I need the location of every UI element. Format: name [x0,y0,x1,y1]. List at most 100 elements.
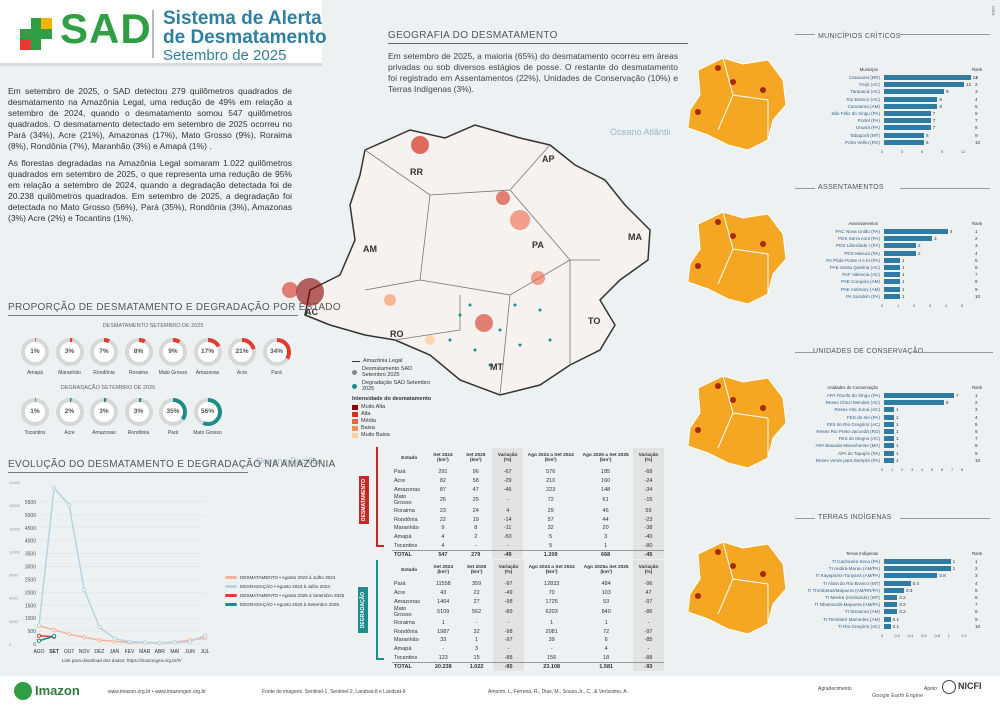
intro-paragraph-2: As florestas degradadas na Amazônia Lega… [8,158,292,223]
ranking-bar [884,616,891,622]
series-point [67,503,72,508]
ranking-bar [884,229,948,234]
ranking-title: TERRAS INDÍGENAS [818,514,892,521]
table-cell: 24 [472,507,479,514]
ranking-item-label: FES do Iriri (PA) [846,414,880,420]
ranking-item-label: Porto Velho (RO) [845,139,880,145]
ranking-axis-tick: 1 [891,467,894,472]
table-cell: 291 [438,469,448,476]
ranking-bar-value: 1 [896,457,899,463]
ranking-rank: 4 [975,250,978,256]
ranking-bar [884,236,932,242]
donut-value: 3% [64,348,75,355]
table-cell: 23 [439,507,446,514]
degr-table-label: DEGRADAÇÃO [358,587,368,633]
table-total-cell: 547 [426,549,460,560]
mini-map-shape [687,541,787,635]
table-cell: -40 [632,532,664,542]
mini-map-hotspot [715,383,721,389]
mini-map-hotspot [760,571,766,577]
table-cell: -97 [493,580,524,589]
ranking-bar [884,407,894,413]
ranking-mini-map [687,57,787,151]
ranking-col-right: Rank [972,551,983,556]
ranking-item-label: Resex Chico Mendes (AC) [825,400,880,406]
ranking-bar [884,429,894,434]
table-row: Pará 291 96 -67 576 185 -68 [392,468,664,477]
x-tick: DEZ [94,649,104,655]
donut-value: 17% [200,348,214,355]
ranking-bar [884,595,898,600]
ranking-rank: 10 [975,293,981,299]
ranking-bar-value: 0.2 [899,609,906,615]
corner-code: ISSN [991,6,996,16]
degr-donut-caption: DEGRADAÇÃO SETEMBRO DE 2025 [60,385,156,391]
ranking-col-left: Assentamentos [848,221,878,226]
ranking-bar [884,111,931,116]
imazon-brand: Imazon [35,683,80,698]
ranking-col-left: Unidades de Conservação [827,385,878,390]
ranking-item-label: TI Kayapó/ex-Tunyaná (AM/PA) [815,573,880,579]
donut-arc [55,338,84,366]
desm-donut-caption: DESMATAMENTO SETEMBRO DE 2025 [102,323,204,329]
table-cell: 96 [472,469,479,476]
state-label-mt: MT [490,362,503,372]
ranking-rank: 10 [975,139,981,145]
ranking-bar [884,443,894,449]
ranking-bar [884,573,938,579]
table-header-cell: Ago 2024 a Set 2024 (km²) [527,453,574,463]
ranking-rank: 7 [975,118,978,124]
y-left-tick: 0 [33,642,36,648]
ranking-bar [884,609,898,615]
footer-sites[interactable]: www.imazon.org.br • www.imazongeo.org.br [108,689,206,695]
mini-map-hotspot [715,65,721,71]
ranking-bar-value: 0.8 [939,573,946,579]
table-cell: 72 [547,497,554,504]
intensity-swatch [352,404,358,410]
table-header-cell: Ago 2024 a Set 2024 (km²) [528,565,575,575]
donut-value: 1% [30,348,40,355]
ranking-axis-tick: 0 [881,633,884,638]
table-cell: 19 [472,516,479,523]
ranking-rank: 4 [975,414,978,420]
ranking-item-label: PA Pôde Ponte II e III (PA) [826,257,880,263]
ranking-bar [884,623,891,629]
ranking-item-label: Portel (PA) [857,118,880,124]
mini-map-hotspot [730,397,736,403]
ranking-rank: 10 [975,623,981,629]
table-cell: - [550,646,553,653]
intro-text: Em setembro de 2025, o SAD detectou 279 … [8,86,292,230]
ranking-bar-value: 0.2 [899,602,906,608]
table-cell: 47 [633,588,664,598]
donut-chart [90,398,118,426]
table-total-cell: -93 [633,661,664,672]
ranking-item-label: Feijó (AC) [859,82,880,88]
mini-map-hotspot [715,549,721,555]
ranking-item-label: Resex Verde para Sempre (PA) [815,457,880,463]
ranking-bar-value: 13 [972,75,978,80]
table-total-cell: -95 [493,661,524,672]
ranking-mini-map [687,541,787,635]
ranking-bar-value: 2 [918,243,921,249]
ranking-item-label: TI Andirá-Marau (AM/PA) [828,566,880,572]
ranking-axis-tick: 0.6 [921,633,927,638]
ranking-axis-tick: 3 [911,467,914,472]
data-download-link[interactable]: Link para download dos dados: https://im… [62,658,182,663]
table-cell: Rondônia [394,516,418,523]
x-tick: JUL [201,649,210,655]
ranking-rank: 6 [975,429,978,434]
mini-map-hotspot [760,405,766,411]
table-cell: -88 [493,653,524,663]
donut-arc [124,338,153,366]
donut-arc [21,338,49,366]
proportion-title: PROPORÇÃO DE DESMATAMENTO E DEGRADAÇÃO P… [8,302,341,313]
table-cell: 223 [546,486,556,493]
table-total-cell: 279 [459,549,493,560]
table-total-cell: 1.209 [523,549,579,560]
ranking-bar [884,103,938,109]
ranking-rule-left [795,352,815,353]
y-left-tick: 1500 [25,603,36,609]
ranking-bar [884,400,944,406]
legend-swatch [225,603,237,606]
table-total-cell: 1.581 [579,661,634,672]
